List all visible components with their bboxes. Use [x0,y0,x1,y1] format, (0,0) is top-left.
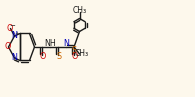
Text: +: + [14,32,20,36]
Text: O: O [6,24,12,33]
Text: NH: NH [44,39,56,48]
Text: N: N [12,32,17,41]
Text: O: O [5,42,11,52]
Text: CH₃: CH₃ [75,49,89,58]
Text: N: N [12,54,17,62]
Text: S: S [71,46,77,55]
Text: CH₃: CH₃ [72,6,87,15]
Text: N: N [63,39,69,48]
Text: O: O [72,52,78,61]
Text: S: S [56,52,62,61]
Text: O: O [40,52,46,61]
Text: −: − [9,23,15,29]
